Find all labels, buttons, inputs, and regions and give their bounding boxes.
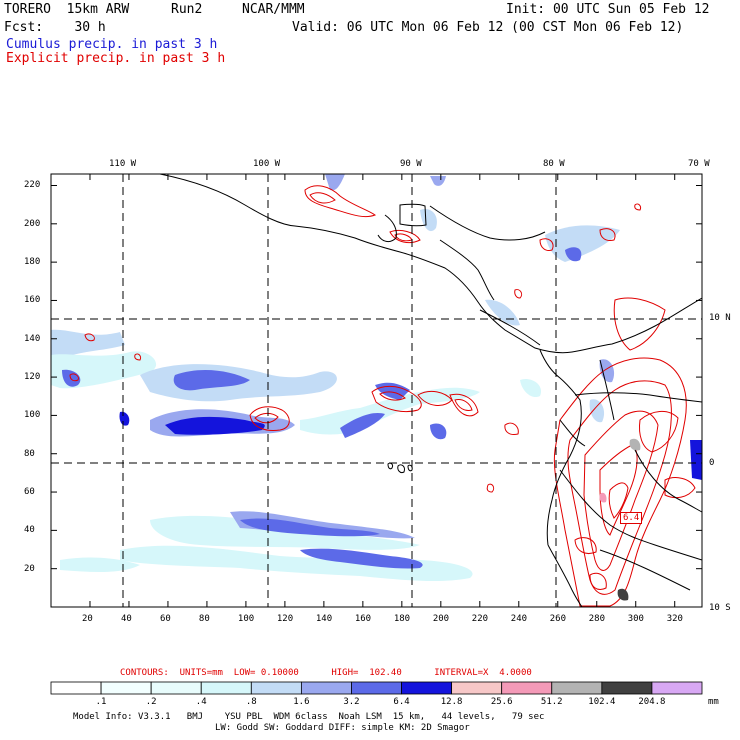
colorbar-label: 204.8 [638, 697, 666, 707]
x-tick-label: 40 [120, 614, 132, 624]
cumulus-legend: Cumulus precip. in past 3 h [6, 37, 218, 52]
x-tick-label: 120 [276, 614, 294, 624]
colorbar-swatch [150, 681, 202, 695]
colorbar-swatch [50, 681, 102, 695]
y-tick-label: 180 [24, 257, 41, 268]
colorbar-label: 102.4 [588, 697, 616, 707]
y-tick-label: 20 [24, 563, 35, 574]
x-tick-label: 100 [237, 614, 255, 624]
contour-value-label: 6.4 [620, 512, 643, 524]
colorbar-label: 12.8 [440, 697, 463, 707]
y-tick-label: 60 [24, 487, 35, 498]
y-tick-label: 160 [24, 295, 41, 306]
colorbar-swatch [551, 681, 603, 695]
colorbar-swatch [451, 681, 503, 695]
model-title: TORERO 15km ARW [4, 2, 130, 17]
colorbar-units: mm [708, 697, 719, 707]
colorbar-label: 6.4 [393, 697, 410, 707]
colorbar-swatch [200, 681, 252, 695]
colorbar-label: 1.6 [293, 697, 310, 707]
x-tick-label: 260 [549, 614, 567, 624]
x-tick-label: 300 [627, 614, 644, 624]
colorbar [50, 681, 703, 695]
graticule [51, 174, 702, 607]
contours-info: CONTOURS: UNITS=mm LOW= 0.10000 HIGH= 10… [120, 668, 532, 678]
y-tick-label: 200 [24, 218, 41, 229]
colorbar-swatch [651, 681, 703, 695]
colorbar-swatch [250, 681, 302, 695]
colorbar-swatch [601, 681, 653, 695]
init-time: Init: 00 UTC Sun 05 Feb 12 [506, 2, 710, 17]
lon-label-70w: 70 W [688, 159, 710, 169]
x-tick-label: 140 [315, 614, 333, 624]
y-tick-label: 220 [24, 180, 41, 191]
lat-label-0: 0 [709, 458, 715, 468]
run-label: Run2 [171, 2, 203, 17]
colorbar-swatch [351, 681, 402, 695]
colorbar-swatch [501, 681, 553, 695]
lon-label-80w: 80 W [543, 159, 565, 169]
forecast-hour: Fcst: 30 h [4, 20, 106, 35]
org-label: NCAR/MMM [242, 2, 305, 17]
y-tick-label: 120 [24, 372, 41, 383]
x-tick-label: 240 [510, 614, 528, 624]
x-tick-label: 180 [393, 614, 411, 624]
lon-label-100w: 100 W [253, 159, 281, 169]
colorbar-label: .4 [195, 697, 207, 707]
coastlines [159, 174, 702, 607]
colorbar-label: .1 [95, 697, 107, 707]
x-tick-label: 220 [471, 614, 489, 624]
y-tick-label: 140 [24, 333, 41, 344]
x-tick-label: 60 [159, 614, 171, 624]
x-tick-label: 200 [432, 614, 450, 624]
x-tick-label: 80 [198, 614, 210, 624]
explicit-precip-contours [69, 185, 696, 607]
colorbar-label: 51.2 [540, 697, 563, 707]
y-tick-label: 40 [24, 525, 35, 536]
x-tick-label: 160 [354, 614, 372, 624]
colorbar-swatch [300, 681, 352, 695]
valid-time: Valid: 06 UTC Mon 06 Feb 12 (00 CST Mon … [292, 20, 684, 35]
colorbar-swatch [401, 681, 453, 695]
plot-frame [50, 173, 703, 608]
explicit-legend: Explicit precip. in past 3 h [6, 51, 226, 66]
x-tick-label: 280 [588, 614, 605, 624]
y-tick-label: 100 [24, 410, 41, 421]
model-info-physics: LW: Godd SW: Goddard DIFF: simple KM: 2D… [215, 723, 470, 733]
colorbar-label: .2 [145, 697, 157, 707]
x-tick-label: 320 [666, 614, 683, 624]
lat-label-10n: 10 N [709, 313, 731, 323]
lat-label-10s: 10 S [709, 603, 731, 613]
model-info: Model Info: V3.3.1 BMJ YSU PBL WDM 6clas… [73, 712, 545, 722]
x-tick-label: 20 [81, 614, 93, 624]
colorbar-label: .8 [245, 697, 257, 707]
colorbar-swatch [100, 681, 152, 695]
colorbar-label: 3.2 [343, 697, 360, 707]
high-precip-patches [599, 438, 641, 601]
lon-label-110w: 110 W [109, 159, 137, 169]
colorbar-label: 25.6 [490, 697, 513, 707]
lon-label-90w: 90 W [400, 159, 422, 169]
axis-ticks [51, 174, 702, 607]
y-tick-label: 80 [24, 448, 35, 459]
